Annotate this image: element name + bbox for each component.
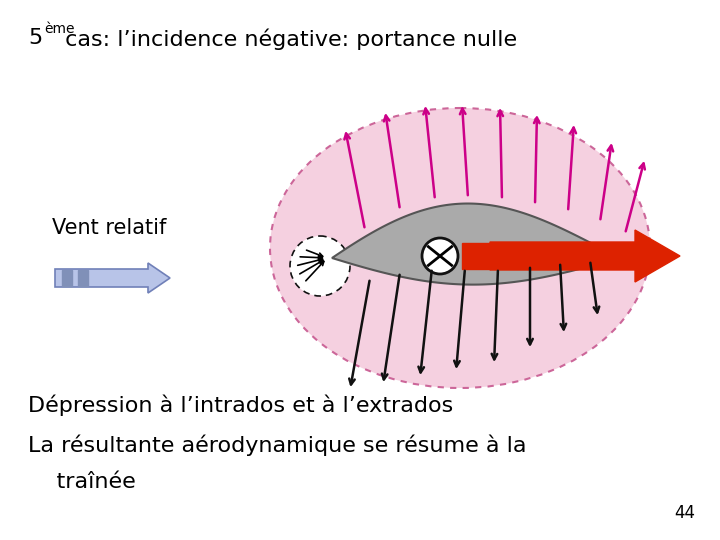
Bar	[78, 270, 88, 286]
Text: traînée: traînée	[28, 472, 136, 492]
Text: La résultante aérodynamique se résume à la: La résultante aérodynamique se résume à …	[28, 435, 526, 456]
Text: 44: 44	[674, 504, 695, 522]
Text: 5: 5	[28, 28, 42, 48]
Circle shape	[422, 238, 458, 274]
Circle shape	[290, 236, 350, 296]
FancyArrow shape	[490, 230, 680, 282]
Bar	[62, 270, 72, 286]
Text: Dépression à l’intrados et à l’extrados: Dépression à l’intrados et à l’extrados	[28, 395, 454, 416]
Text: Vent relatif: Vent relatif	[52, 218, 166, 238]
Text: ème: ème	[44, 22, 74, 36]
FancyArrow shape	[55, 263, 170, 293]
Bar	[462, 243, 490, 269]
Polygon shape	[332, 204, 620, 285]
Ellipse shape	[270, 108, 650, 388]
Text: cas: l’incidence négative: portance nulle: cas: l’incidence négative: portance null…	[58, 28, 517, 50]
